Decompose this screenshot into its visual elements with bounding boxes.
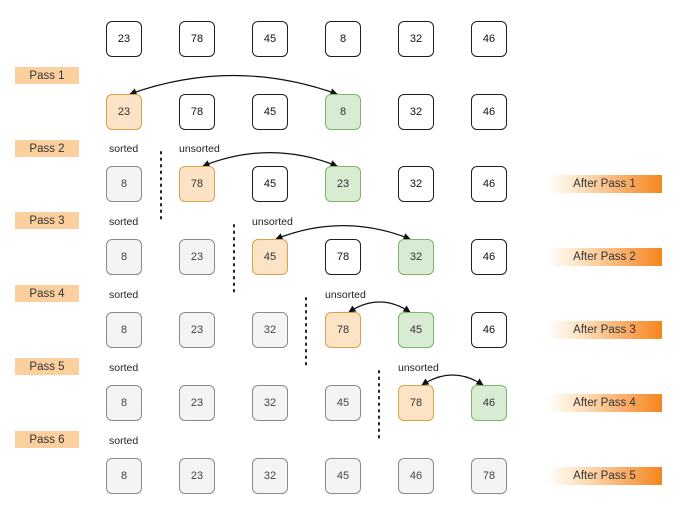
array-cell: 78 [398,385,434,421]
after-pass-label: After Pass 4 [547,394,662,412]
array-cell: 78 [179,166,215,202]
pass-label: Pass 1 [15,67,79,84]
array-cell: 78 [325,239,361,275]
array-cell: 23 [179,385,215,421]
array-cell: 23 [179,312,215,348]
sorted-label: sorted [109,216,139,228]
swap-arrow [202,152,338,167]
unsorted-label: unsorted [325,289,366,301]
array-cell: 46 [471,239,507,275]
array-cell: 45 [252,94,288,130]
after-pass-label: After Pass 3 [547,321,662,339]
array-cell: 8 [325,94,361,130]
array-cell: 45 [252,239,288,275]
array-cell: 78 [179,94,215,130]
array-cell: 45 [325,385,361,421]
swap-arrow [275,225,411,240]
swap-arrow [129,74,338,96]
array-cell: 23 [179,239,215,275]
array-cell: 8 [106,385,142,421]
array-cell: 46 [471,21,507,57]
array-cell: 23 [179,458,215,494]
array-cell: 8 [325,21,361,57]
array-cell: 8 [106,312,142,348]
array-cell: 32 [398,239,434,275]
array-cell: 45 [252,166,288,202]
array-cell: 45 [398,312,434,348]
sorted-label: sorted [109,289,139,301]
array-cell: 23 [325,166,361,202]
array-cell: 45 [252,21,288,57]
array-cell: 46 [471,312,507,348]
array-cell: 78 [325,312,361,348]
array-cell: 32 [252,458,288,494]
array-cell: 46 [398,458,434,494]
pass-label: Pass 2 [15,140,79,157]
swap-arrow [348,301,411,313]
array-cell: 78 [471,458,507,494]
array-cell: 46 [471,94,507,130]
unsorted-label: unsorted [398,362,439,374]
pass-label: Pass 5 [15,358,79,375]
unsorted-label: unsorted [179,143,220,155]
array-cell: 78 [179,21,215,57]
pass-label: Pass 6 [15,431,79,448]
pass-label: Pass 3 [15,212,79,229]
array-cell: 45 [325,458,361,494]
array-cell: 46 [471,166,507,202]
sorted-label: sorted [109,435,139,447]
array-cell: 8 [106,166,142,202]
after-pass-label: After Pass 5 [547,467,662,485]
array-cell: 23 [106,21,142,57]
sorted-label: sorted [109,362,139,374]
swap-arrow [421,374,484,386]
array-cell: 23 [106,94,142,130]
sorted-label: sorted [109,143,139,155]
array-cell: 32 [398,166,434,202]
array-cell: 32 [252,312,288,348]
after-pass-label: After Pass 1 [547,175,662,193]
array-cell: 32 [252,385,288,421]
array-cell: 46 [471,385,507,421]
after-pass-label: After Pass 2 [547,248,662,266]
array-cell: 8 [106,239,142,275]
array-cell: 32 [398,94,434,130]
array-cell: 8 [106,458,142,494]
unsorted-label: unsorted [252,216,293,228]
array-cell: 32 [398,21,434,57]
pass-label: Pass 4 [15,285,79,302]
